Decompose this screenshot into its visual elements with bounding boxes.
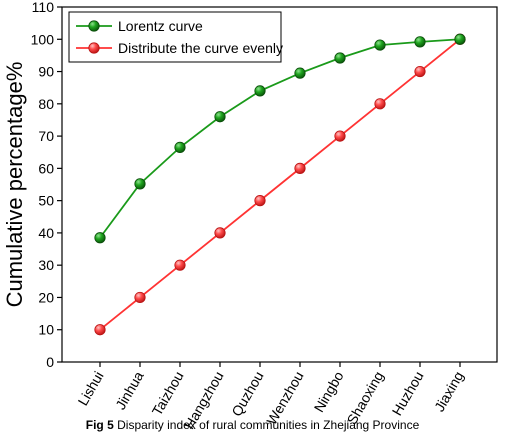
series-0-point (454, 33, 466, 45)
series-0-point (214, 111, 226, 123)
series-1-point (334, 130, 346, 142)
x-tick-label: Ningbo (311, 368, 347, 415)
legend-label-1: Distribute the curve evenly (118, 40, 283, 56)
series-1-point (134, 291, 146, 304)
y-tick-label: 70 (38, 128, 54, 144)
series-0-point (414, 36, 426, 48)
series-0-point (94, 232, 106, 244)
x-tick-label: Huzhou (389, 369, 427, 419)
series-0-point (294, 67, 306, 79)
legend-marker-1 (88, 42, 100, 54)
y-tick-label: 0 (46, 354, 54, 370)
y-tick-label: 100 (31, 31, 55, 47)
series-0-point (334, 52, 346, 64)
y-axis-label: Cumulative percentage% (2, 62, 27, 308)
y-tick-label: 50 (38, 193, 54, 209)
series-line-1 (99, 38, 461, 331)
series-1-point (254, 195, 266, 207)
plot-frame (61, 6, 498, 363)
series-1-point (214, 227, 226, 239)
series-1-point (174, 259, 186, 271)
series-0-point (254, 85, 266, 97)
x-tick-label: Jinhua (112, 368, 147, 412)
y-tick-label: 80 (38, 96, 54, 112)
x-tick-label: Taizhou (149, 369, 187, 419)
series-1-point (414, 65, 426, 78)
series-0-point (174, 141, 186, 153)
series-0-point (134, 178, 146, 190)
legend-box (68, 11, 282, 63)
y-tick-label: 110 (32, 0, 55, 15)
y-tick-label: 20 (38, 289, 54, 305)
series-1-point (374, 98, 386, 110)
figure-caption-text: Disparity index of rural communities in … (117, 418, 420, 432)
legend-marker-0 (88, 20, 100, 32)
figure-caption-prefix: Fig 5 (85, 418, 114, 432)
x-tick-label: Quzhou (228, 369, 266, 419)
series-0-point (374, 39, 386, 51)
y-tick-label: 90 (38, 64, 54, 80)
series-1-point (94, 324, 106, 336)
y-tick-label: 40 (38, 225, 54, 241)
x-tick-label: Jiaxing (431, 369, 467, 415)
x-tick-label: Lishui (74, 369, 106, 409)
y-tick-label: 30 (38, 257, 54, 273)
y-tick-label: 10 (38, 322, 54, 338)
y-tick-label: 60 (38, 160, 54, 176)
figure-caption: Fig 5 Disparity index of rural communiti… (0, 418, 505, 432)
legend-label-0: Lorentz curve (118, 18, 203, 34)
series-line-0 (99, 38, 461, 239)
series-1-point (294, 162, 306, 174)
